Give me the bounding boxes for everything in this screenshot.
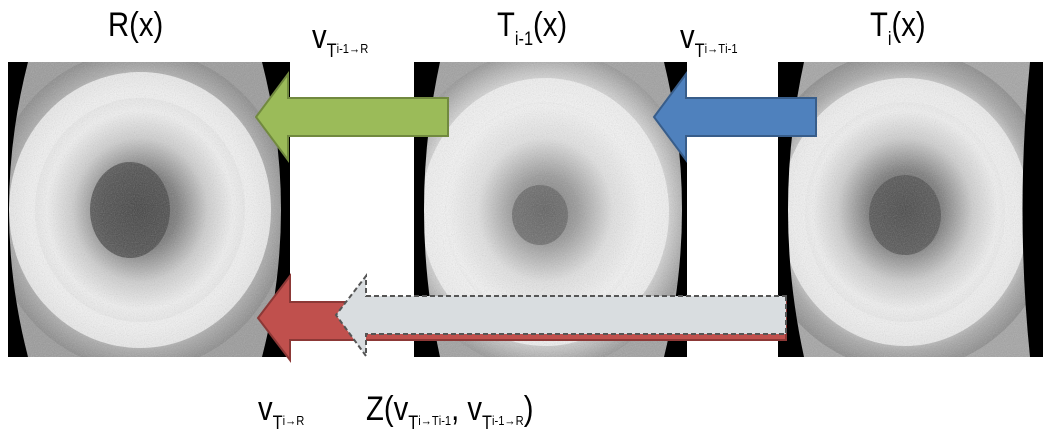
gray-arrow-label: Z(vTi→Ti-1, vTi-1→R): [366, 390, 534, 434]
arrow-green: [254, 70, 449, 164]
red-arrow-label: vTi→R: [258, 390, 305, 434]
blue-arrow-label: vTi→Ti-1: [680, 18, 738, 62]
current-image-panel: [778, 62, 1043, 357]
reference-label: R(x): [108, 6, 164, 44]
reference-image-panel: [8, 62, 290, 357]
arrow-blue: [652, 70, 817, 164]
green-arrow-label: vTi-1→R: [312, 18, 369, 62]
current-label: Ti(x): [870, 6, 926, 50]
arrow-gray: [334, 273, 787, 360]
previous-label: Ti-1(x): [497, 6, 568, 50]
